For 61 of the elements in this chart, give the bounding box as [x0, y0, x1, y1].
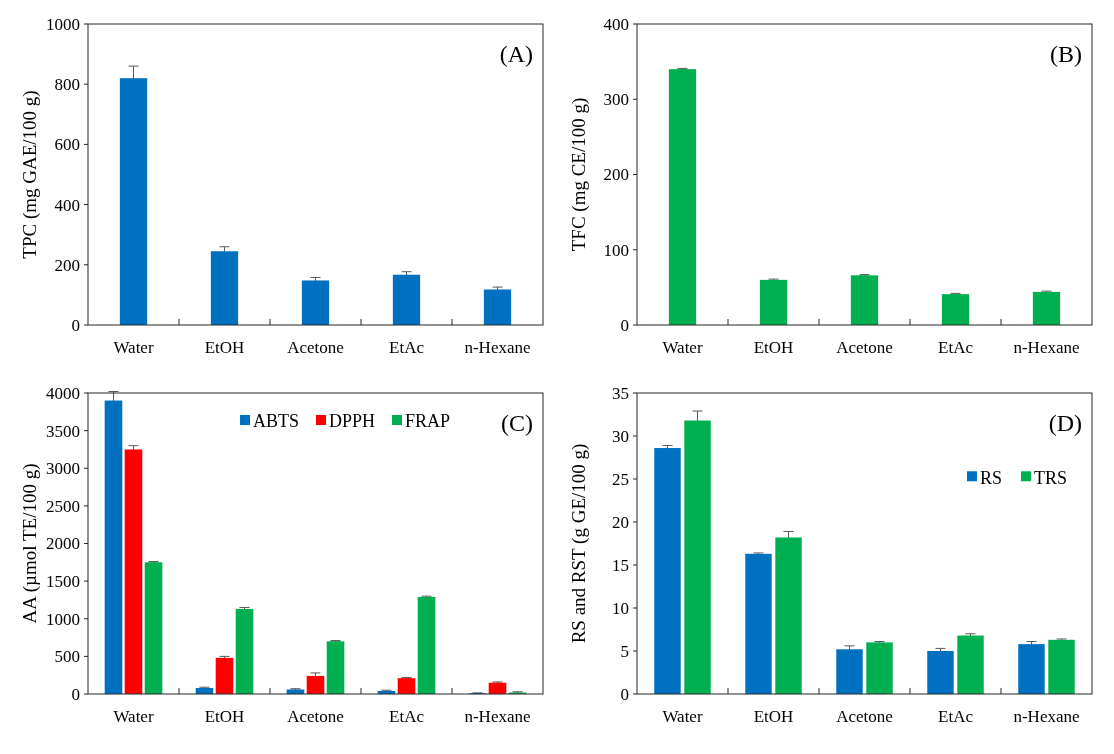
y-tick-label: 400	[603, 14, 629, 34]
annotation: (C)	[501, 410, 533, 436]
x-tick-label: EtOH	[753, 338, 794, 357]
annotation: (B)	[1050, 41, 1082, 67]
y-tick-label: 30	[612, 426, 629, 446]
x-tick-label: EtAc	[938, 707, 974, 726]
y-tick-label: 500	[54, 647, 80, 667]
legend-label: RS	[980, 467, 1003, 488]
y-tick-label: 2500	[46, 496, 80, 516]
y-tick-label: 1000	[46, 14, 80, 34]
y-tick-label: 35	[612, 383, 629, 403]
y-tick-label: 3000	[46, 459, 80, 479]
y-tick-label: 1000	[46, 609, 80, 629]
legend-label: TRS	[1034, 467, 1068, 488]
annotation: (A)	[499, 41, 533, 67]
y-tick-label: 100	[603, 240, 629, 260]
y-tick-label: 10	[612, 598, 629, 618]
legend-label: FRAP	[405, 411, 451, 432]
y-tick-label: 5	[620, 641, 629, 661]
y-tick-label: 0	[71, 315, 80, 335]
y-tick-label: 200	[54, 255, 80, 275]
x-tick-label: Acetone	[287, 707, 344, 726]
y-tick-label: 25	[612, 469, 629, 489]
x-tick-label: n-Hexane	[464, 338, 531, 357]
x-tick-label: Water	[662, 338, 703, 357]
y-tick-label: 15	[612, 555, 629, 575]
y-tick-label: 20	[612, 512, 629, 532]
x-tick-label: n-Hexane	[1013, 338, 1080, 357]
legend-label: ABTS	[253, 411, 300, 432]
x-tick-label: Water	[113, 338, 154, 357]
x-tick-label: EtOH	[204, 338, 245, 357]
x-tick-label: Acetone	[836, 707, 893, 726]
y-tick-label: 0	[620, 684, 629, 704]
x-tick-label: Acetone	[287, 338, 344, 357]
x-tick-label: Water	[113, 707, 154, 726]
y-tick-label: 400	[54, 195, 80, 215]
x-tick-label: n-Hexane	[1013, 707, 1080, 726]
y-tick-label: 4000	[46, 383, 80, 403]
x-tick-label: EtOH	[204, 707, 245, 726]
x-tick-label: EtAc	[389, 707, 425, 726]
y-axis-title: TPC (mg GAE/100 g)	[19, 90, 41, 259]
y-tick-label: 800	[54, 75, 80, 95]
y-tick-label: 0	[620, 315, 629, 335]
x-tick-label: n-Hexane	[464, 707, 531, 726]
y-tick-label: 3500	[46, 421, 80, 441]
annotation: (D)	[1048, 410, 1082, 436]
x-tick-label: Acetone	[836, 338, 893, 357]
y-tick-label: 600	[54, 135, 80, 155]
y-tick-label: 300	[603, 90, 629, 110]
legend-label: DPPH	[329, 411, 376, 432]
y-axis-title: AA (µmol TE/100 g)	[19, 463, 41, 624]
x-tick-label: Water	[662, 707, 703, 726]
y-tick-label: 1500	[46, 572, 80, 592]
x-tick-label: EtAc	[389, 338, 425, 357]
y-tick-label: 200	[603, 165, 629, 185]
y-tick-label: 0	[71, 684, 80, 704]
y-axis-title: TFC (mg CE/100 g)	[568, 97, 590, 252]
x-tick-label: EtOH	[753, 707, 794, 726]
y-axis-title: RS and RST (g GE/100 g)	[568, 443, 590, 644]
y-tick-label: 2000	[46, 534, 80, 554]
x-tick-label: EtAc	[938, 338, 974, 357]
